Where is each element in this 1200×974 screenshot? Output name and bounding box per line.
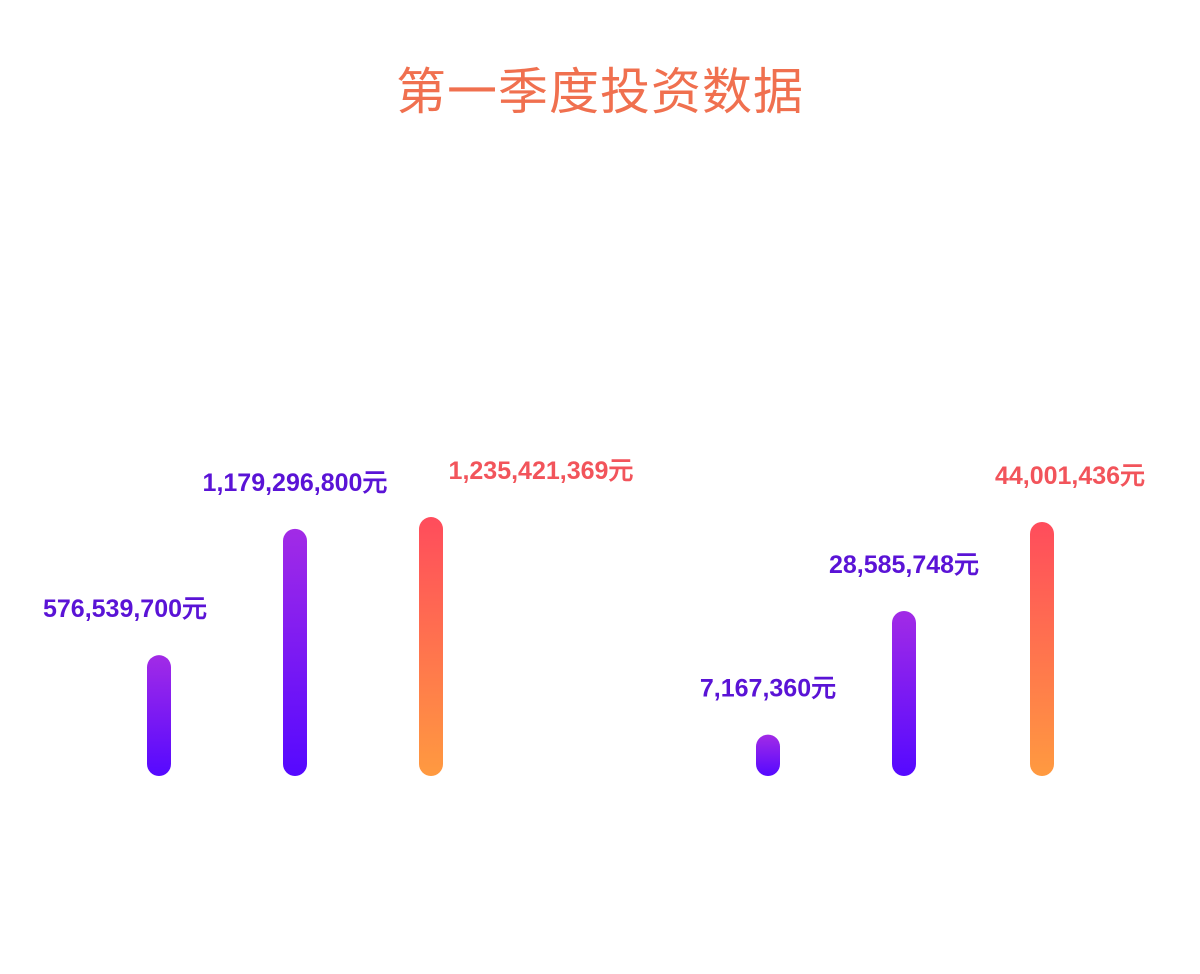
- bar-group1-3: [419, 517, 443, 776]
- bar-group1-2: [283, 528, 307, 776]
- data-label-group2-3: 44,001,436元: [995, 462, 1145, 490]
- data-label-group1-2: 1,179,296,800元: [203, 469, 388, 497]
- bar-group2-2: [892, 610, 916, 776]
- bar-group1-1: [147, 655, 171, 776]
- data-label-group1-1: 576,539,700元: [43, 595, 207, 623]
- bar-group2-3: [1030, 521, 1054, 776]
- bar-group2-1: [756, 734, 780, 776]
- data-label-group2-1: 7,167,360元: [700, 675, 836, 703]
- data-label-group1-3: 1,235,421,369元: [449, 457, 634, 485]
- data-label-group2-2: 28,585,748元: [829, 551, 979, 579]
- page-title: 第一季度投资数据: [396, 63, 804, 121]
